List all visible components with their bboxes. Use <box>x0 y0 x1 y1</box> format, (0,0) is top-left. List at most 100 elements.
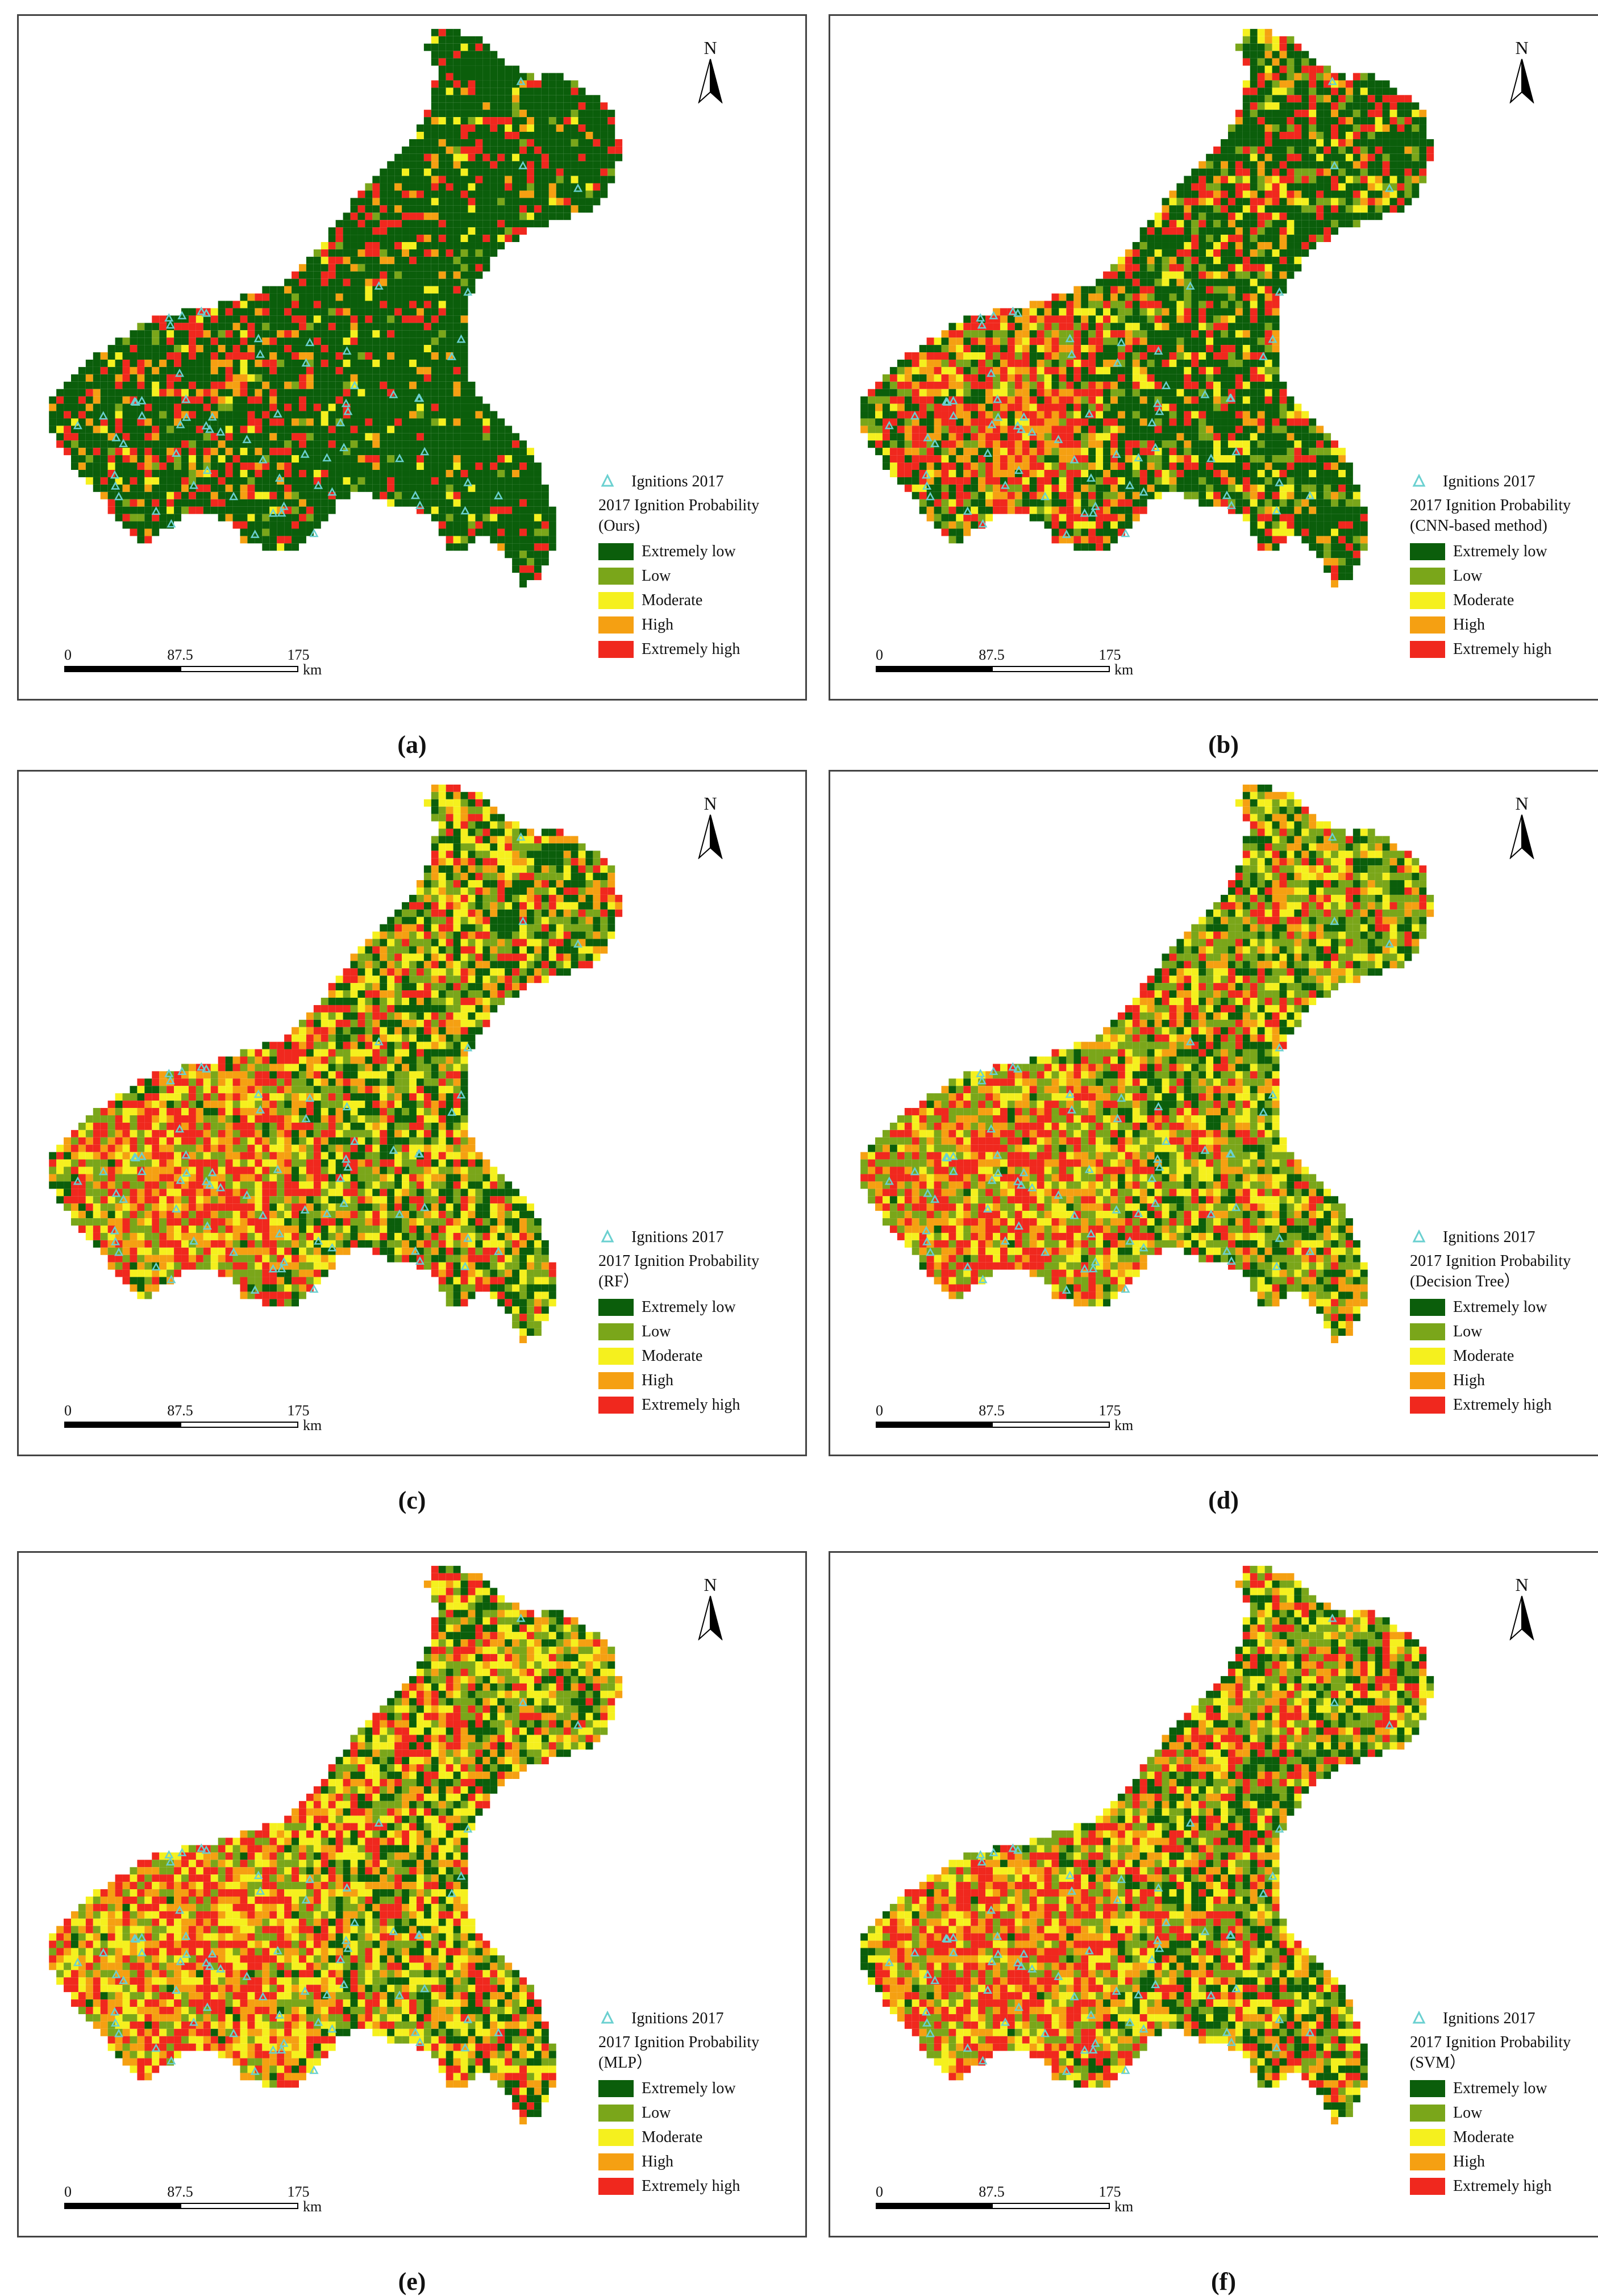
panel-caption: (b) <box>1178 730 1269 759</box>
scale-bar-white <box>992 666 1110 672</box>
legend-item: Extremely high <box>598 637 786 662</box>
legend-item: High <box>1410 1369 1597 1393</box>
legend-swatch <box>1410 2080 1445 2097</box>
map-panel: N Ignitions 2017 2017 Ignition Probability… <box>17 1551 807 2237</box>
legend-ignitions: Ignitions 2017 <box>598 2007 786 2030</box>
ignition-triangle-icon <box>601 2011 614 2024</box>
legend-swatch <box>598 543 634 560</box>
legend-ignitions-label: Ignitions 2017 <box>631 2009 724 2029</box>
scale-tick-1: 87.5 <box>167 2184 193 2201</box>
legend-item-label: Extremely high <box>642 639 740 660</box>
legend-item-label: Extremely low <box>1453 541 1547 562</box>
legend-item-label: Moderate <box>1453 1346 1514 1366</box>
legend-ignitions-label: Ignitions 2017 <box>1443 2009 1535 2029</box>
north-label: N <box>1499 1576 1545 1594</box>
legend-method: (RF） <box>598 1272 786 1292</box>
legend-item-label: Extremely high <box>642 2176 740 2197</box>
scale-unit: km <box>303 1417 322 1434</box>
legend-item: Moderate <box>1410 589 1597 613</box>
panel-caption: (c) <box>367 1486 457 1515</box>
legend-item: High <box>1410 2150 1597 2174</box>
legend-swatch <box>1410 1372 1445 1389</box>
legend-item-label: Extremely high <box>1453 639 1551 660</box>
legend-title: 2017 Ignition Probability <box>598 495 786 516</box>
legend-item: Extremely high <box>1410 637 1597 662</box>
scale-unit: km <box>1114 2198 1133 2215</box>
legend-ignitions: Ignitions 2017 <box>1410 2007 1597 2030</box>
legend-ignitions-label: Ignitions 2017 <box>631 472 724 492</box>
legend-method: (Decision Tree） <box>1410 1272 1597 1292</box>
ignition-triangle-icon <box>1412 1230 1426 1243</box>
legend-ignitions: Ignitions 2017 <box>1410 470 1597 493</box>
north-arrow-icon: N <box>1499 1576 1545 1644</box>
legend-item-label: High <box>642 615 673 635</box>
legend-item-label: Moderate <box>1453 2127 1514 2148</box>
legend-method: (SVM） <box>1410 2053 1597 2073</box>
ignition-triangle-icon <box>601 474 614 487</box>
legend-swatch <box>1410 2178 1445 2195</box>
legend-item: Moderate <box>1410 2126 1597 2150</box>
legend-item-label: Extremely low <box>1453 2078 1547 2099</box>
legend-swatch <box>1410 2105 1445 2122</box>
north-label: N <box>688 39 733 57</box>
scale-tick-0: 0 <box>876 2184 883 2201</box>
scale-bar-white <box>180 666 298 672</box>
legend-item-label: Low <box>1453 566 1482 586</box>
legend-item: Low <box>598 564 786 589</box>
legend-swatch <box>1410 616 1445 634</box>
legend-item: Extremely high <box>1410 1393 1597 1418</box>
legend-item-label: Moderate <box>1453 590 1514 611</box>
legend-item-label: Extremely high <box>1453 2176 1551 2197</box>
legend-ignitions-label: Ignitions 2017 <box>1443 472 1535 492</box>
scale-tick-1: 87.5 <box>167 647 193 664</box>
raster-layer <box>49 1566 622 2124</box>
raster-layer <box>49 785 622 1343</box>
legend-ignitions: Ignitions 2017 <box>598 1226 786 1249</box>
legend-swatch <box>1410 592 1445 609</box>
legend-item: Moderate <box>598 2126 786 2150</box>
scale-bar-black <box>64 1422 180 1428</box>
legend-item-label: Low <box>1453 1322 1482 1342</box>
legend-item-label: Low <box>642 566 671 586</box>
legend-item: High <box>598 613 786 637</box>
legend-swatch <box>598 2080 634 2097</box>
legend-swatch <box>598 1299 634 1316</box>
north-arrow-icon: N <box>688 39 733 107</box>
legend-swatch <box>598 2129 634 2146</box>
scale-tick-1: 87.5 <box>167 1402 193 1419</box>
legend-item: Extremely high <box>598 2174 786 2199</box>
legend-ignitions-label: Ignitions 2017 <box>1443 1227 1535 1248</box>
legend-item: Moderate <box>598 1344 786 1369</box>
north-arrow-icon: N <box>688 1576 733 1644</box>
map-panel: N Ignitions 2017 2017 Ignition Probability… <box>17 14 807 701</box>
legend-item-label: Low <box>1453 2103 1482 2123</box>
scale-unit: km <box>303 661 322 678</box>
ignition-triangle-icon <box>1412 2011 1426 2024</box>
legend-item: Extremely high <box>1410 2174 1597 2199</box>
scale-bar-white <box>992 1422 1110 1428</box>
ignition-triangle-icon <box>1412 474 1426 487</box>
legend-swatch <box>598 2105 634 2122</box>
legend-item-label: Extremely low <box>642 1297 736 1318</box>
panel-caption: (a) <box>367 730 457 759</box>
legend-swatch <box>1410 1397 1445 1414</box>
scale-unit: km <box>1114 1417 1133 1434</box>
legend-title: 2017 Ignition Probability <box>598 2032 786 2053</box>
scale-tick-0: 0 <box>64 1402 72 1419</box>
legend-swatch <box>598 616 634 634</box>
legend-item: Extremely low <box>598 2077 786 2101</box>
legend-item: High <box>1410 613 1597 637</box>
